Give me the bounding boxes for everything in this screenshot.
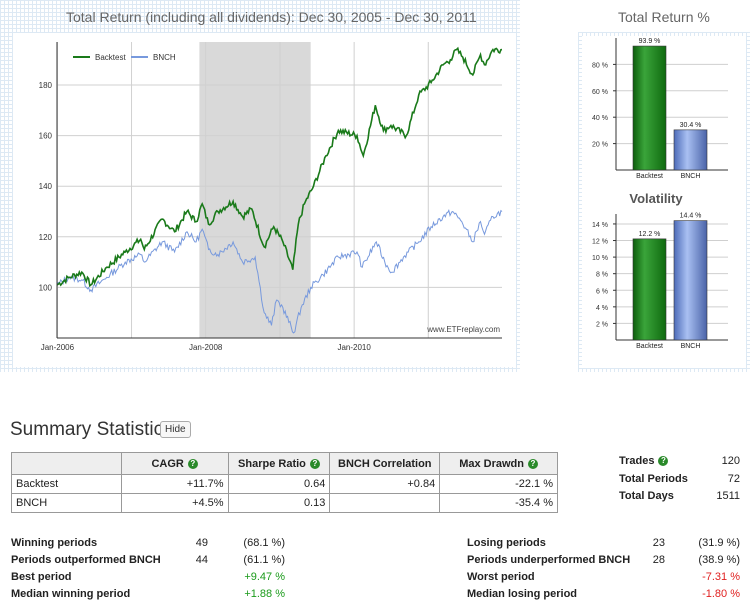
- x-tick-label: Backtest: [636, 173, 663, 180]
- question-icon[interactable]: ?: [309, 458, 320, 469]
- x-tick-label: Jan-2010: [337, 343, 371, 352]
- bar-value-label: 14.4 %: [680, 213, 702, 220]
- worst-period-label: Worst period: [467, 571, 535, 583]
- hide-button[interactable]: Hide: [160, 421, 191, 438]
- y-tick-label: 100: [39, 283, 53, 292]
- side-chart-panel: 20 % 40 % 60 % 80 % 93.9 % Backtest 30.4 % BNCH…: [578, 32, 750, 372]
- summary-title: Summary Statistics: [10, 419, 173, 440]
- underperformed-count: 28: [652, 554, 665, 566]
- legend-label-backtest: Backtest: [95, 53, 126, 62]
- table-header-row: CAGR? Sharpe Ratio? BNCH Correlation Max…: [11, 452, 558, 475]
- table-header-sharpe: Sharpe Ratio?: [227, 452, 331, 475]
- underperformed-label: Periods underperformed BNCH: [467, 554, 631, 566]
- total-return-bar-chart: 20 % 40 % 60 % 80 % 93.9 % Backtest 30.4 % BNCH: [592, 38, 728, 180]
- bar-value-label: 93.9 %: [639, 38, 661, 45]
- y-tick-label: 8 %: [596, 272, 608, 279]
- winning-periods-pct: (68.1 %): [243, 537, 285, 549]
- y-tick-label: 4 %: [596, 305, 608, 312]
- x-tick-label: Jan-2006: [41, 343, 75, 352]
- x-tick-label: Backtest: [636, 343, 663, 350]
- question-icon[interactable]: ?: [528, 458, 538, 469]
- y-tick-label: 60 %: [592, 89, 608, 96]
- drawdown-cell: -22.1 %: [439, 474, 558, 494]
- median-losing-label: Median losing period: [467, 588, 578, 600]
- bar-bnch: [673, 220, 708, 341]
- chart-watermark: www.ETFreplay.com: [426, 325, 500, 334]
- bar-value-label: 30.4 %: [680, 122, 702, 129]
- total-days-value: 1511: [716, 490, 740, 502]
- best-period-label: Best period: [11, 571, 72, 583]
- bar-charts: 20 % 40 % 60 % 80 % 93.9 % Backtest 30.4 % BNCH…: [582, 36, 746, 368]
- main-chart-title: Total Return (including all dividends): …: [66, 9, 477, 25]
- x-tick-label: Jan-2008: [189, 343, 223, 352]
- chart-legend: Backtest BNCH: [73, 53, 176, 62]
- row-label: Backtest: [11, 474, 122, 494]
- y-tick-label: 140: [39, 182, 53, 191]
- x-tick-label: BNCH: [681, 173, 701, 180]
- trades-label: Trades?: [619, 455, 669, 467]
- total-periods-value: 72: [727, 473, 740, 485]
- correlation-cell: +0.84: [329, 474, 441, 494]
- y-tick-label: 40 %: [592, 115, 608, 122]
- table-row: BNCH +4.5% 0.13 -35.4 %: [11, 493, 558, 513]
- y-tick-label: 2 %: [596, 321, 608, 328]
- losing-periods-pct: (31.9 %): [698, 537, 740, 549]
- y-tick-label: 12 %: [592, 239, 608, 246]
- question-icon[interactable]: ?: [187, 458, 198, 469]
- table-row: Backtest +11.7% 0.64 +0.84 -22.1 %: [11, 474, 558, 494]
- summary-table: CAGR? Sharpe Ratio? BNCH Correlation Max…: [11, 452, 558, 513]
- main-chart-panel: Total Return (including all dividends): …: [0, 0, 520, 372]
- correlation-cell: [329, 493, 441, 513]
- y-tick-label: 160: [39, 132, 53, 141]
- median-winning-label: Median winning period: [11, 588, 131, 600]
- cagr-cell: +4.5%: [120, 493, 229, 513]
- best-period-value: +9.47 %: [244, 571, 285, 583]
- y-tick-label: 6 %: [596, 288, 608, 295]
- y-tick-label: 14 %: [592, 222, 608, 229]
- cagr-cell: +11.7%: [120, 474, 229, 494]
- recession-shade: [199, 42, 311, 338]
- losing-periods-count: 23: [652, 537, 665, 549]
- y-tick-label: 80 %: [592, 62, 608, 69]
- legend-label-bnch: BNCH: [153, 53, 176, 62]
- outperformed-label: Periods outperformed BNCH: [11, 554, 161, 566]
- bar-bnch: [673, 129, 708, 171]
- winning-periods-count: 49: [195, 537, 208, 549]
- total-periods-label: Total Periods: [619, 473, 688, 485]
- row-label: BNCH: [11, 493, 122, 513]
- y-tick-label: 120: [39, 233, 53, 242]
- table-header-drawdown: Max Drawdn?: [439, 452, 558, 475]
- median-winning-value: +1.88 %: [244, 588, 285, 600]
- total-return-title: Total Return %: [618, 9, 710, 25]
- question-icon[interactable]: ?: [658, 456, 669, 467]
- worst-period-value: -7.31 %: [702, 571, 740, 583]
- total-days-label: Total Days: [619, 490, 674, 502]
- bar-value-label: 12.2 %: [639, 231, 661, 238]
- table-header-cagr: CAGR?: [120, 452, 229, 475]
- bar-backtest: [632, 238, 667, 341]
- trades-value: 120: [721, 455, 740, 467]
- x-tick-label: BNCH: [681, 343, 701, 350]
- series-line-bnch: [56, 208, 503, 334]
- losing-periods-label: Losing periods: [467, 537, 546, 549]
- y-tick-label: 180: [39, 81, 53, 90]
- y-tick-label: 10 %: [592, 255, 608, 262]
- series-line-backtest: [56, 46, 503, 288]
- outperformed-pct: (61.1 %): [243, 554, 285, 566]
- sharpe-cell: 0.13: [227, 493, 331, 513]
- table-header-correlation: BNCH Correlation: [329, 452, 441, 475]
- bar-backtest: [632, 45, 667, 171]
- volatility-bar-chart: 2 % 4 % 6 % 8 % 10 % 12 % 14 % 12.2 % Backtest 14…: [592, 213, 728, 350]
- drawdown-cell: -35.4 %: [439, 493, 558, 513]
- y-tick-label: 20 %: [592, 142, 608, 149]
- table-header: [11, 452, 122, 475]
- volatility-title: Volatility: [629, 191, 683, 206]
- underperformed-pct: (38.9 %): [698, 554, 740, 566]
- sharpe-cell: 0.64: [227, 474, 331, 494]
- outperformed-count: 44: [195, 554, 208, 566]
- median-losing-value: -1.80 %: [702, 588, 740, 600]
- winning-periods-label: Winning periods: [11, 537, 98, 549]
